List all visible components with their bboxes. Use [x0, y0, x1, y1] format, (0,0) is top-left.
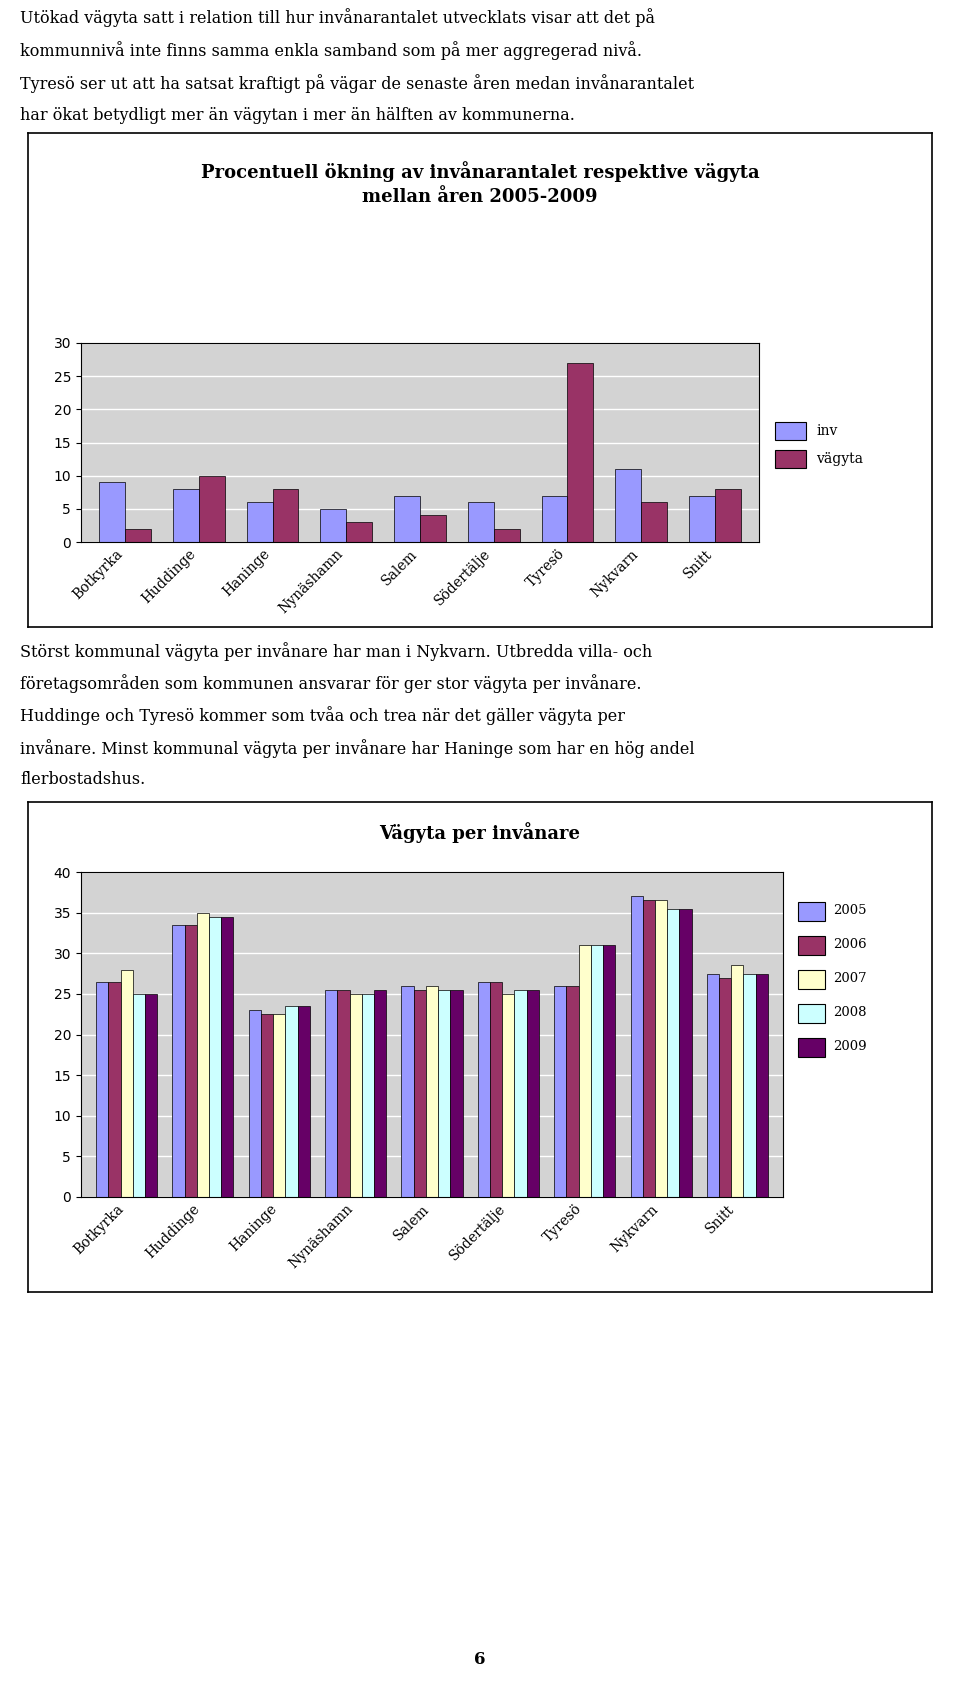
Bar — [478, 982, 490, 1197]
Bar — [603, 945, 615, 1197]
Bar — [395, 496, 420, 542]
Text: 2009: 2009 — [832, 1040, 866, 1053]
Bar — [515, 989, 527, 1197]
Bar — [420, 515, 445, 542]
Bar — [337, 989, 349, 1197]
Bar — [347, 522, 372, 542]
Bar — [493, 528, 519, 542]
Bar — [567, 363, 593, 542]
Bar — [145, 994, 157, 1197]
Bar — [450, 989, 463, 1197]
Text: företagsområden som kommunen ansvarar för ger stor vägyta per invånare.: företagsområden som kommunen ansvarar fö… — [20, 674, 641, 694]
Bar — [527, 989, 539, 1197]
Bar — [197, 913, 209, 1197]
Bar — [715, 490, 741, 542]
Bar — [719, 977, 732, 1197]
Bar — [502, 994, 515, 1197]
Bar — [362, 994, 374, 1197]
Bar — [274, 1014, 285, 1197]
Bar — [99, 483, 125, 542]
Bar — [468, 503, 493, 542]
Bar — [173, 490, 199, 542]
Bar — [132, 994, 145, 1197]
FancyBboxPatch shape — [775, 449, 806, 468]
Bar — [209, 917, 221, 1197]
Text: flerbostadshus.: flerbostadshus. — [20, 771, 145, 788]
Text: 2005: 2005 — [832, 905, 866, 917]
FancyBboxPatch shape — [798, 1038, 826, 1057]
Bar — [173, 925, 184, 1197]
Text: har ökat betydligt mer än vägytan i mer än hälften av kommunerna.: har ökat betydligt mer än vägytan i mer … — [20, 108, 575, 125]
Bar — [125, 528, 151, 542]
Bar — [261, 1014, 274, 1197]
FancyBboxPatch shape — [775, 422, 806, 439]
Text: invånare. Minst kommunal vägyta per invånare har Haninge som har en hög andel: invånare. Minst kommunal vägyta per invå… — [20, 739, 695, 758]
Bar — [349, 994, 362, 1197]
Bar — [401, 986, 414, 1197]
Bar — [732, 966, 743, 1197]
Text: Utökad vägyta satt i relation till hur invånarantalet utvecklats visar att det p: Utökad vägyta satt i relation till hur i… — [20, 8, 655, 27]
Bar — [554, 986, 566, 1197]
Bar — [743, 974, 756, 1197]
FancyBboxPatch shape — [798, 901, 826, 922]
Bar — [631, 896, 643, 1197]
Bar — [490, 982, 502, 1197]
Bar — [541, 496, 567, 542]
Bar — [321, 508, 347, 542]
Bar — [184, 925, 197, 1197]
Bar — [325, 989, 337, 1197]
Bar — [108, 982, 121, 1197]
Bar — [642, 900, 655, 1197]
Bar — [756, 974, 768, 1197]
Bar — [249, 1009, 261, 1197]
Text: Vägyta per invånare: Vägyta per invånare — [379, 822, 581, 842]
Text: kommunnivå inte finns samma enkla samband som på mer aggregerad nivå.: kommunnivå inte finns samma enkla samban… — [20, 41, 642, 61]
Text: Tyresö ser ut att ha satsat kraftigt på vägar de senaste åren medan invånarantal: Tyresö ser ut att ha satsat kraftigt på … — [20, 74, 694, 93]
Text: 2006: 2006 — [832, 939, 866, 952]
FancyBboxPatch shape — [798, 1004, 826, 1023]
Bar — [707, 974, 719, 1197]
Text: Huddinge och Tyresö kommer som tvåa och trea när det gäller vägyta per: Huddinge och Tyresö kommer som tvåa och … — [20, 707, 625, 726]
Bar — [298, 1006, 310, 1197]
Bar — [689, 496, 715, 542]
Text: 6: 6 — [474, 1651, 486, 1668]
Bar — [96, 982, 108, 1197]
Bar — [426, 986, 438, 1197]
Bar — [566, 986, 579, 1197]
Bar — [374, 989, 386, 1197]
Bar — [121, 969, 132, 1197]
Bar — [641, 503, 667, 542]
Bar — [221, 917, 233, 1197]
Bar — [655, 900, 667, 1197]
Bar — [680, 908, 691, 1197]
Text: 2008: 2008 — [832, 1006, 866, 1020]
Bar — [438, 989, 450, 1197]
Bar — [199, 476, 225, 542]
Bar — [590, 945, 603, 1197]
Bar — [273, 490, 299, 542]
Bar — [247, 503, 273, 542]
Bar — [285, 1006, 298, 1197]
Text: Procentuell ökning av invånarantalet respektive vägyta
mellan åren 2005-2009: Procentuell ökning av invånarantalet res… — [201, 160, 759, 206]
Text: vägyta: vägyta — [816, 452, 863, 466]
Text: 2007: 2007 — [832, 972, 866, 986]
FancyBboxPatch shape — [798, 971, 826, 989]
Bar — [414, 989, 426, 1197]
Text: Störst kommunal vägyta per invånare har man i Nykvarn. Utbredda villa- och: Störst kommunal vägyta per invånare har … — [20, 641, 652, 662]
FancyBboxPatch shape — [798, 937, 826, 955]
Text: inv: inv — [816, 424, 837, 437]
Bar — [667, 908, 680, 1197]
Bar — [615, 469, 641, 542]
Bar — [579, 945, 590, 1197]
